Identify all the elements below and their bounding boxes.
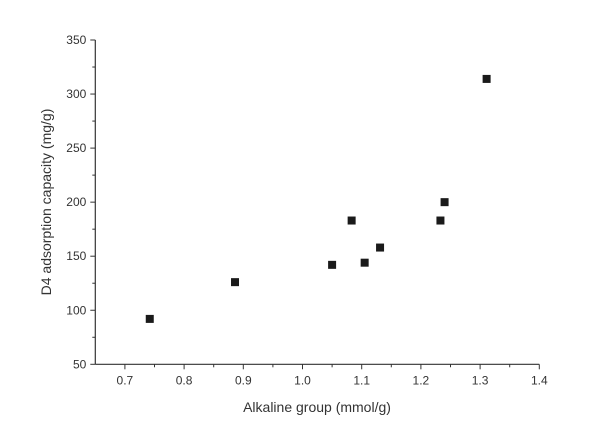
x-tick-label: 1.1 [353, 373, 370, 387]
data-point [360, 258, 369, 267]
x-tick-label: 0.9 [235, 373, 252, 387]
data-point [482, 74, 491, 83]
y-tick-label: 150 [66, 249, 86, 263]
data-point [440, 198, 449, 207]
y-tick-label: 350 [66, 33, 86, 47]
x-tick-label: 0.7 [117, 373, 134, 387]
x-tick-label: 1.4 [531, 373, 548, 387]
data-point [145, 314, 154, 323]
y-tick-label: 50 [73, 357, 87, 371]
y-tick-label: 300 [66, 87, 86, 101]
data-point [328, 260, 337, 269]
x-tick-label: 1.2 [413, 373, 430, 387]
x-axis-label: Alkaline group (mmol/g) [243, 399, 391, 415]
data-point [436, 216, 445, 225]
y-axis-label: D4 adsorption capacity (mg/g) [38, 109, 54, 296]
data-point [376, 243, 385, 252]
data-points [145, 74, 491, 323]
x-tick-label: 0.8 [176, 373, 193, 387]
data-point [231, 278, 240, 287]
y-tick-label: 200 [66, 195, 86, 209]
y-tick-label: 250 [66, 141, 86, 155]
x-tick-label: 1.3 [472, 373, 489, 387]
data-point [347, 216, 356, 225]
axes: 0.7 0.8 0.9 1.0 1.1 1.2 1.3 1.4 50 100 150 200 250 30… [66, 33, 548, 387]
x-tick-label: 1.0 [294, 373, 311, 387]
y-tick-label: 100 [66, 303, 86, 317]
